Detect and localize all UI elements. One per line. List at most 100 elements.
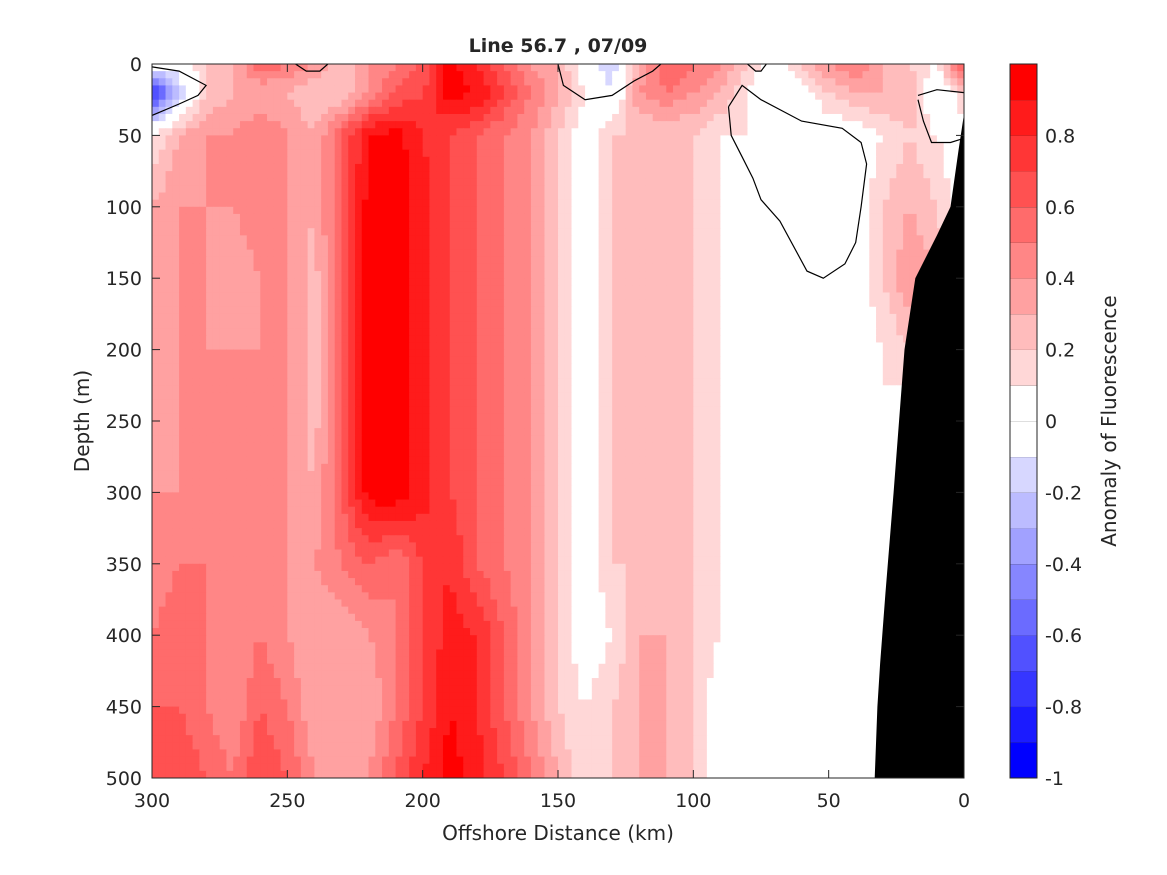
field-cell — [192, 299, 200, 308]
field-cell — [578, 178, 586, 186]
field-cell — [165, 285, 173, 294]
field-cell — [490, 121, 498, 129]
field-cell — [273, 235, 282, 244]
field-cell — [415, 271, 424, 279]
field-cell — [348, 335, 356, 344]
field-cell — [801, 242, 809, 251]
field-cell — [429, 128, 437, 136]
field-cell — [388, 121, 397, 129]
field-cell — [382, 178, 390, 186]
field-cell — [767, 335, 776, 344]
field-cell — [936, 78, 945, 87]
field-cell — [645, 135, 654, 144]
field-cell — [571, 106, 579, 115]
field-cell — [158, 171, 167, 179]
field-cell — [767, 85, 776, 94]
field-cell — [422, 213, 431, 222]
field-cell — [882, 171, 891, 179]
field-cell — [368, 206, 376, 215]
field-cell — [605, 206, 613, 215]
field-cell — [368, 256, 376, 265]
field-cell — [497, 271, 505, 279]
field-cell — [781, 221, 789, 229]
field-cell — [300, 228, 309, 236]
field-cell — [761, 192, 769, 201]
field-cell — [794, 313, 803, 322]
field-cell — [916, 85, 924, 94]
field-cell — [287, 156, 295, 165]
field-cell — [260, 64, 268, 72]
field-cell — [273, 356, 282, 365]
field-cell — [152, 299, 160, 308]
field-cell — [720, 292, 728, 301]
field-cell — [835, 92, 843, 101]
field-cell — [558, 199, 566, 208]
field-cell — [442, 235, 451, 244]
field-cell — [503, 335, 512, 344]
field-cell — [463, 278, 471, 286]
field-cell — [314, 85, 322, 94]
field-cell — [612, 113, 620, 122]
field-cell — [361, 213, 370, 222]
field-cell — [645, 349, 654, 358]
field-cell — [564, 235, 573, 244]
field-cell — [835, 149, 843, 158]
field-cell — [794, 271, 803, 279]
field-cell — [388, 78, 397, 87]
field-cell — [801, 328, 809, 336]
field-cell — [436, 285, 444, 294]
field-cell — [476, 256, 485, 265]
field-cell — [781, 306, 789, 315]
field-cell — [402, 221, 410, 229]
field-cell — [612, 106, 620, 115]
field-cell — [632, 92, 640, 101]
field-cell — [449, 128, 458, 136]
field-cell — [558, 249, 566, 258]
field-cell — [192, 121, 200, 129]
field-cell — [300, 85, 309, 94]
field-cell — [645, 328, 654, 336]
field-cell — [260, 213, 268, 222]
field-cell — [321, 342, 329, 351]
field-cell — [571, 192, 579, 201]
field-cell — [409, 321, 417, 329]
field-cell — [828, 113, 837, 122]
field-cell — [517, 256, 525, 265]
field-cell — [517, 142, 525, 151]
field-cell — [842, 142, 850, 151]
field-cell — [307, 335, 315, 344]
field-cell — [239, 328, 248, 336]
field-cell — [598, 228, 606, 236]
field-cell — [524, 206, 532, 215]
field-cell — [801, 178, 809, 186]
field-cell — [152, 263, 160, 272]
field-cell — [686, 142, 694, 151]
field-cell — [287, 163, 295, 172]
field-cell — [727, 92, 735, 101]
field-cell — [233, 206, 241, 215]
field-cell — [530, 271, 539, 279]
field-cell — [388, 199, 397, 208]
field-cell — [260, 235, 268, 244]
field-cell — [470, 356, 478, 365]
field-cell — [666, 213, 674, 222]
field-cell — [706, 113, 715, 122]
field-cell — [233, 185, 241, 194]
field-cell — [578, 321, 586, 329]
field-cell — [801, 349, 809, 358]
field-cell — [645, 78, 654, 87]
field-cell — [409, 349, 417, 358]
field-cell — [260, 299, 268, 308]
field-cell — [219, 242, 228, 251]
field-cell — [341, 128, 349, 136]
field-cell — [334, 213, 343, 222]
field-cell — [456, 149, 464, 158]
field-cell — [199, 235, 207, 244]
field-cell — [497, 113, 505, 122]
field-cell — [801, 199, 809, 208]
field-cell — [673, 64, 681, 72]
field-cell — [916, 92, 924, 101]
field-cell — [334, 263, 343, 272]
field-cell — [605, 213, 613, 222]
field-cell — [267, 321, 275, 329]
